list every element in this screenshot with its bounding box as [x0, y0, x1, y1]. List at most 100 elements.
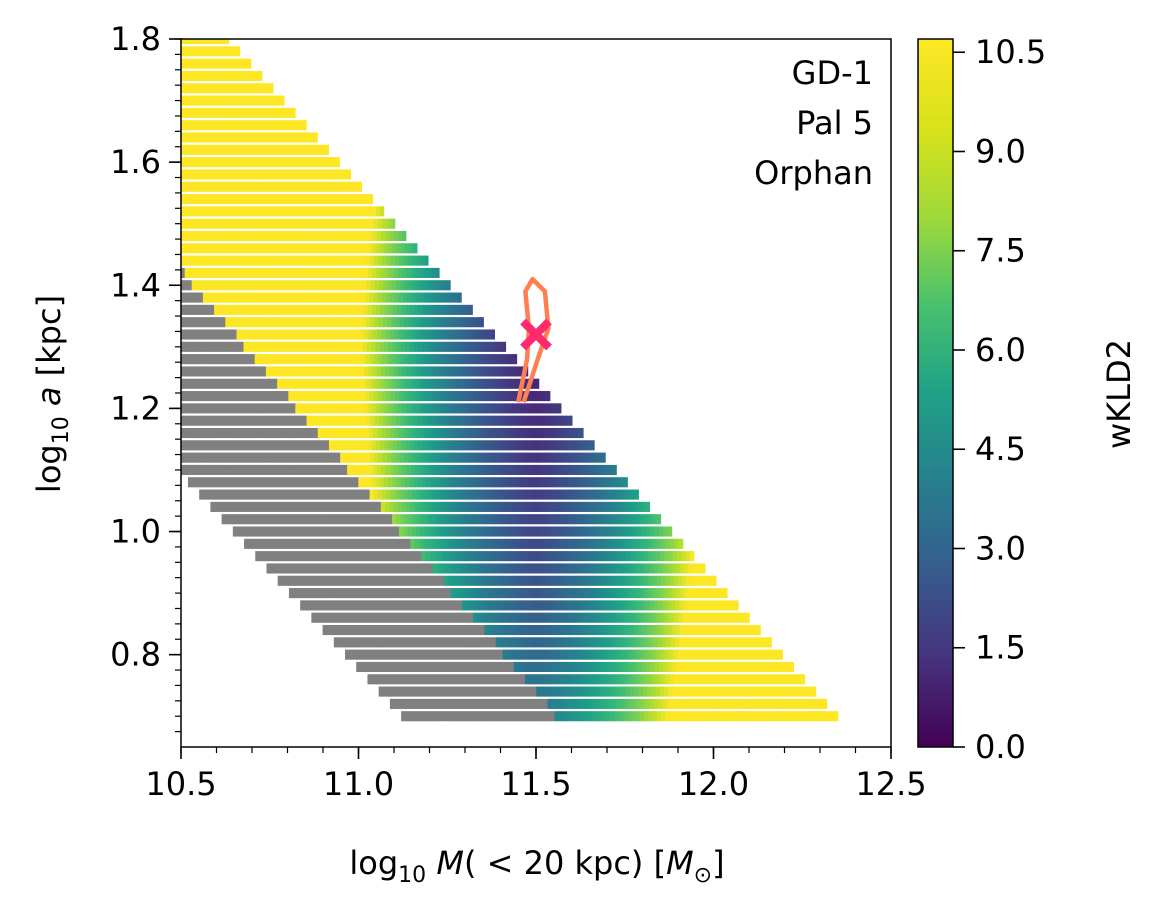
heatmap-cell — [797, 674, 803, 685]
heatmap-cell — [424, 391, 430, 402]
heatmap-cell — [389, 267, 395, 278]
heatmap-cell — [558, 575, 564, 586]
heatmap-cell — [14, 169, 19, 179]
heatmap-cell — [582, 661, 587, 673]
heatmap-cell — [321, 600, 327, 611]
heatmap-cell — [91, 132, 96, 142]
heatmap-cell — [144, 256, 149, 266]
heatmap-cell — [276, 514, 282, 525]
heatmap-cell — [414, 575, 419, 586]
heatmap-cell — [251, 280, 257, 291]
heatmap-cell — [475, 526, 481, 537]
heatmap-cell — [267, 391, 272, 402]
heatmap-cell — [315, 378, 321, 389]
heatmap-cell — [341, 206, 347, 217]
heatmap-cell — [407, 391, 413, 402]
heatmap-cell — [479, 563, 485, 574]
heatmap-cell — [217, 477, 223, 488]
heatmap-cell — [388, 612, 393, 623]
heatmap-cell — [541, 477, 547, 488]
heatmap-cell — [433, 588, 439, 599]
heatmap-cell — [662, 698, 668, 709]
heatmap-cell — [351, 427, 357, 439]
heatmap-cell — [422, 440, 428, 451]
heatmap-cell — [467, 489, 473, 500]
heatmap-cell — [610, 674, 616, 685]
heatmap-cell — [374, 514, 380, 525]
heatmap-cell — [617, 551, 623, 562]
heatmap-cell — [584, 538, 590, 549]
heatmap-cell — [254, 391, 260, 402]
heatmap-cell — [122, 256, 127, 266]
heatmap-cell — [645, 563, 651, 574]
heatmap-cell — [767, 711, 773, 722]
heatmap-cell — [211, 194, 216, 205]
heatmap-cell — [340, 551, 346, 562]
heatmap-cell — [678, 711, 683, 722]
heatmap-cell — [820, 698, 825, 709]
heatmap-cell — [411, 526, 417, 537]
heatmap-cell — [272, 378, 278, 389]
heatmap-cell — [290, 575, 296, 586]
heatmap-cell — [193, 132, 199, 143]
heatmap-cell — [492, 329, 495, 340]
heatmap-cell — [434, 686, 439, 697]
heatmap-cell — [375, 674, 381, 685]
heatmap-cell — [28, 194, 33, 204]
heatmap-cell — [147, 194, 152, 204]
heatmap-cell — [219, 230, 225, 242]
heatmap-cell — [452, 341, 458, 352]
heatmap-cell — [418, 637, 424, 648]
heatmap-cell — [584, 477, 589, 488]
heatmap-cell — [384, 267, 390, 278]
heatmap-cell — [269, 267, 275, 278]
heatmap-cell — [612, 624, 618, 636]
heatmap-cell — [83, 231, 88, 241]
heatmap-cell — [712, 711, 717, 722]
heatmap-cell — [733, 711, 739, 722]
heatmap-cell — [378, 354, 384, 365]
heatmap-cell — [381, 464, 387, 476]
heatmap-cell — [546, 674, 552, 685]
heatmap-cell — [519, 415, 525, 426]
heatmap-cell — [408, 280, 414, 291]
heatmap-cell — [79, 231, 84, 241]
heatmap-cell — [213, 440, 219, 451]
heatmap-cell — [441, 563, 446, 574]
heatmap-cell — [394, 661, 400, 673]
heatmap-cell — [282, 169, 288, 180]
heatmap-cell — [580, 440, 586, 451]
heatmap-cell — [412, 317, 418, 328]
heatmap-cell — [80, 219, 85, 229]
heatmap-cell — [281, 477, 287, 488]
heatmap-cell — [276, 354, 281, 365]
heatmap-cell — [420, 489, 426, 500]
heatmap-cell — [126, 329, 131, 339]
heatmap-cell — [413, 280, 419, 291]
heatmap-cell — [471, 354, 477, 365]
heatmap-cell — [587, 514, 593, 525]
heatmap-cell — [418, 575, 424, 586]
heatmap-cell — [633, 489, 639, 500]
heatmap-cell — [162, 379, 167, 389]
heatmap-cell — [694, 612, 700, 623]
heatmap-cell — [24, 157, 29, 167]
heatmap-cell — [27, 268, 32, 278]
heatmap-cell — [447, 378, 453, 389]
heatmap-cell — [689, 686, 695, 697]
heatmap-cell — [640, 501, 646, 512]
heatmap-cell — [324, 243, 329, 254]
heatmap-cell — [418, 403, 424, 414]
heatmap-cell — [202, 366, 207, 377]
heatmap-cell — [281, 206, 287, 217]
heatmap-cell — [424, 427, 430, 439]
heatmap-cell — [340, 218, 345, 229]
heatmap-cell — [609, 514, 615, 525]
heatmap-cell — [244, 366, 250, 377]
heatmap-cell — [494, 649, 499, 660]
heatmap-cell — [652, 575, 658, 586]
heatmap-cell — [308, 267, 314, 278]
heatmap-cell — [665, 711, 671, 722]
heatmap-cell — [442, 354, 447, 365]
heatmap-cell — [448, 575, 453, 586]
